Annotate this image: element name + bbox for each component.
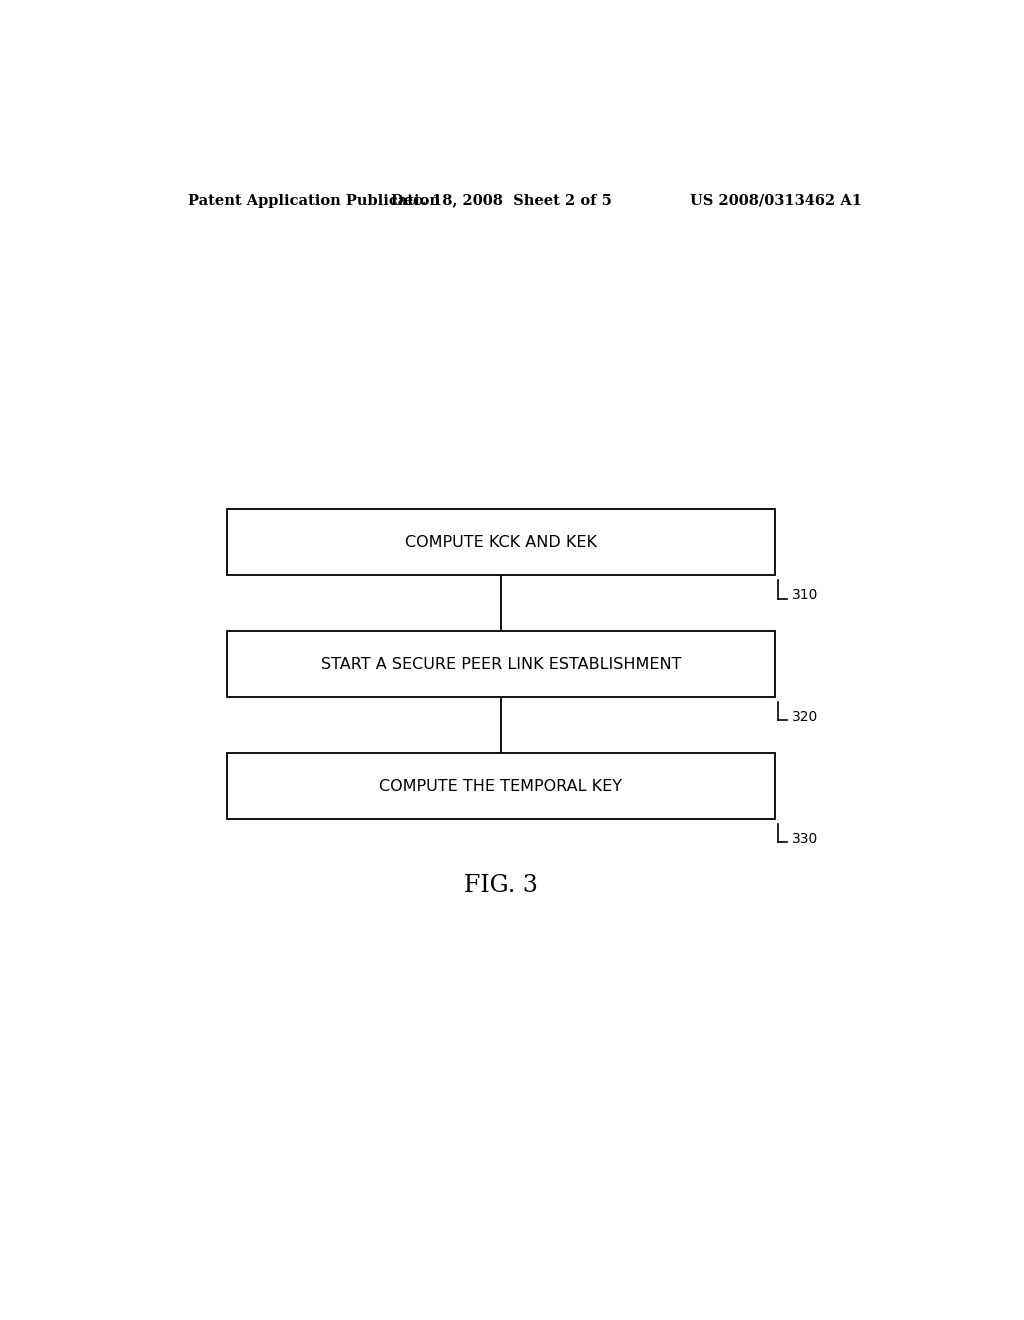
Text: FIG. 3: FIG. 3	[464, 874, 538, 896]
Bar	[227, 631, 775, 697]
Text: Dec. 18, 2008  Sheet 2 of 5: Dec. 18, 2008 Sheet 2 of 5	[390, 194, 611, 207]
Bar	[227, 752, 775, 818]
Text: US 2008/0313462 A1: US 2008/0313462 A1	[690, 194, 862, 207]
Bar	[227, 510, 775, 576]
Text: COMPUTE THE TEMPORAL KEY: COMPUTE THE TEMPORAL KEY	[380, 779, 623, 793]
Text: 320: 320	[792, 710, 818, 725]
Text: 310: 310	[792, 589, 818, 602]
Text: Patent Application Publication: Patent Application Publication	[187, 194, 439, 207]
Text: COMPUTE KCK AND KEK: COMPUTE KCK AND KEK	[404, 535, 597, 549]
Text: START A SECURE PEER LINK ESTABLISHMENT: START A SECURE PEER LINK ESTABLISHMENT	[321, 656, 681, 672]
Text: 330: 330	[792, 833, 818, 846]
